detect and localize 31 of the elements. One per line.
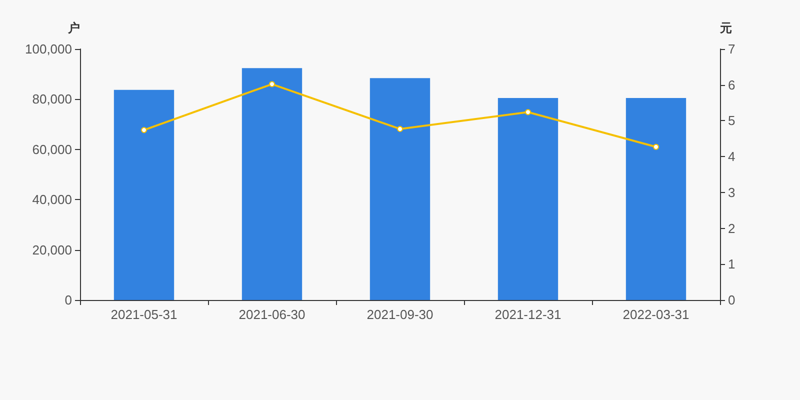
y-tick-label: 100,000 <box>25 42 72 56</box>
y2-tick-label: 7 <box>728 42 736 56</box>
y-tick-label: 60,000 <box>32 142 72 157</box>
x-tick-label: 2021-12-31 <box>494 307 562 322</box>
y2-axis-title: 元 <box>719 21 732 35</box>
y2-tick-label: 0 <box>728 292 736 308</box>
bar <box>242 68 302 300</box>
y-tick-label: 20,000 <box>32 242 72 258</box>
y2-tick-label: 1 <box>728 256 736 272</box>
y2-tick-label: 5 <box>728 113 736 128</box>
y-axis-title: 户 <box>67 21 80 35</box>
point <box>141 127 147 134</box>
y-tick-label: 0 <box>64 292 72 308</box>
bar <box>370 78 430 300</box>
bar <box>114 90 174 300</box>
y-tick-label: 40,000 <box>32 192 72 208</box>
y2-tick-label: 3 <box>728 184 736 200</box>
point <box>653 144 659 150</box>
y2-tick-label: 4 <box>728 149 736 164</box>
bar <box>626 98 686 300</box>
point <box>269 81 275 88</box>
y2-tick-label: 2 <box>728 220 736 236</box>
bar <box>498 98 558 300</box>
x-tick-label: 2021-05-31 <box>110 307 178 322</box>
x-tick-label: 2021-06-30 <box>238 307 306 322</box>
y2-tick-label: 6 <box>728 77 736 92</box>
x-tick-label: 2021-09-30 <box>366 307 434 322</box>
x-tick-label: 2022-03-31 <box>622 307 690 322</box>
y-tick-label: 80,000 <box>32 92 72 107</box>
point <box>525 109 531 116</box>
point <box>397 126 403 132</box>
